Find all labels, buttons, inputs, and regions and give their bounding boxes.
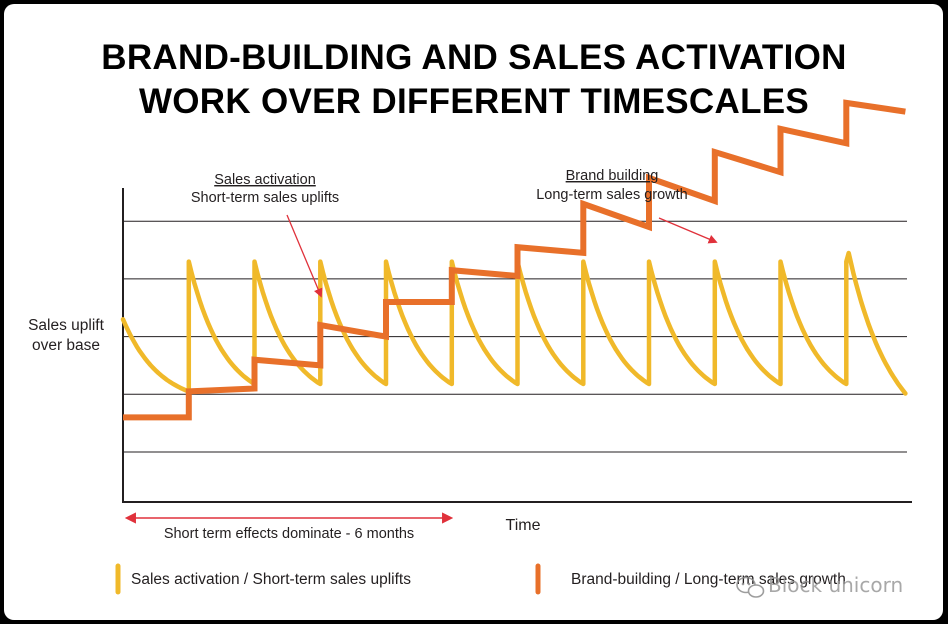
legend: Sales activation / Short-term sales upli… [115, 563, 846, 595]
annotation-sales-activation-arrow [286, 214, 323, 298]
y-axis-label-line-2: over base [32, 337, 100, 354]
series-sales-activation-line [120, 250, 908, 396]
annotation-brand-building-arrow [658, 217, 718, 244]
series-brand-building-line [123, 99, 906, 421]
legend-label-sales-activation: Sales activation / Short-term sales upli… [131, 571, 411, 588]
watermark: Block unicorn [736, 573, 903, 598]
chart-title-line-2: WORK OVER DIFFERENT TIMESCALES [138, 82, 810, 121]
axes [122, 188, 912, 503]
chart-title: BRAND-BUILDING AND SALES ACTIVATION WORK… [0, 36, 948, 124]
annotation-sales-activation-subtitle: Short-term sales uplifts [191, 190, 339, 206]
watermark-text: Block unicorn [768, 573, 903, 597]
annotation-brand-building-subtitle: Long-term sales growth [536, 187, 688, 203]
annotation-brand-building-title: Brand building [566, 168, 659, 184]
legend-label-brand-building: Brand-building / Long-term sales growth [571, 571, 846, 588]
x-axis-label: Time [506, 517, 541, 534]
wechat-icon [736, 576, 765, 598]
y-axis-label-line-1: Sales uplift [28, 317, 105, 334]
series-layer [120, 99, 908, 421]
annotation-sales-activation-title: Sales activation [214, 172, 316, 188]
short-term-range-label: Short term effects dominate - 6 months [164, 526, 414, 542]
chart-title-line-1: BRAND-BUILDING AND SALES ACTIVATION [101, 38, 847, 77]
